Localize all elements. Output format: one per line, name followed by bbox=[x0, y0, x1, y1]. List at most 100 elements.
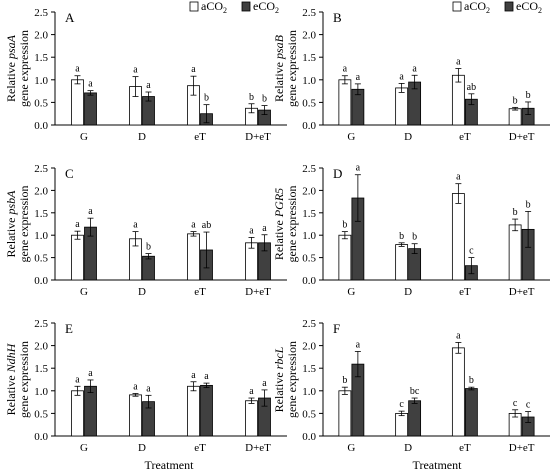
legend-swatch bbox=[504, 1, 514, 12]
significance-letter: a bbox=[146, 383, 151, 394]
significance-letter: b bbox=[513, 95, 518, 106]
x-tick-label: eT bbox=[459, 131, 471, 143]
x-tick-label: G bbox=[347, 131, 355, 143]
significance-letter: a bbox=[356, 339, 361, 350]
significance-letter: b bbox=[262, 94, 267, 105]
significance-letter: a bbox=[75, 64, 80, 75]
bar-aco2-d bbox=[129, 394, 142, 437]
significance-letter: ab bbox=[467, 82, 476, 93]
y-tick-label: 2.0 bbox=[302, 341, 316, 353]
y-tick-label: 0.5 bbox=[302, 253, 316, 265]
bar-eco2-g bbox=[84, 92, 97, 126]
y-tick-label: 1.0 bbox=[302, 75, 316, 87]
legend-label: aCO2 bbox=[464, 0, 490, 15]
significance-letter: a bbox=[343, 64, 348, 75]
significance-letter: b bbox=[342, 220, 347, 231]
bar-aco2-g bbox=[71, 79, 84, 126]
legend-swatch bbox=[452, 1, 462, 12]
y-tick-label: 1.5 bbox=[34, 52, 48, 64]
significance-letter: a bbox=[191, 64, 196, 75]
y-tick-label: 2.5 bbox=[34, 7, 48, 19]
y-axis-title-line2: gene expression bbox=[17, 186, 31, 263]
significance-letter: c bbox=[526, 400, 531, 411]
significance-letter: b bbox=[342, 375, 347, 386]
bar-aco2-g bbox=[338, 234, 352, 281]
significance-letter: a bbox=[456, 57, 461, 68]
significance-letter: a bbox=[88, 206, 93, 217]
x-axis-title-left: Treatment bbox=[145, 458, 195, 472]
x-tick-label: D+eT bbox=[245, 286, 271, 298]
y-tick-label: 1.0 bbox=[34, 386, 48, 398]
legend-swatch bbox=[189, 1, 199, 12]
significance-letter: a bbox=[249, 225, 254, 236]
significance-letter: b bbox=[249, 92, 254, 103]
y-tick-label: 0.5 bbox=[302, 97, 316, 109]
significance-letter: a bbox=[133, 65, 138, 76]
y-tick-label: 0.0 bbox=[34, 120, 48, 132]
bar-aco2-et bbox=[187, 233, 200, 281]
x-tick-label: eT bbox=[194, 442, 206, 454]
y-axis-title-line2: gene expression bbox=[17, 30, 31, 107]
x-tick-label: D bbox=[404, 442, 412, 454]
significance-letter: a bbox=[204, 371, 209, 382]
legend-label: aCO2 bbox=[201, 0, 227, 15]
significance-letter: a bbox=[75, 219, 80, 230]
significance-letter: b bbox=[399, 231, 404, 242]
significance-letter: b bbox=[146, 242, 151, 253]
y-axis-title-line2: gene expression bbox=[285, 30, 299, 107]
y-axis-title: Relative PGR5 bbox=[272, 188, 286, 260]
significance-letter: c bbox=[513, 398, 518, 409]
y-tick-label: 0.0 bbox=[302, 275, 316, 287]
significance-letter: a bbox=[249, 386, 254, 397]
y-tick-label: 0.0 bbox=[302, 120, 316, 132]
y-tick-label: 1.0 bbox=[302, 386, 316, 398]
y-axis-title: Relative psaA bbox=[4, 34, 18, 102]
y-tick-label: 1.5 bbox=[302, 363, 316, 375]
bar-aco2-et bbox=[451, 74, 465, 126]
x-tick-label: D+eT bbox=[245, 131, 271, 143]
y-tick-label: 0.5 bbox=[34, 408, 48, 420]
y-tick-label: 0.0 bbox=[34, 431, 48, 443]
significance-letter: ab bbox=[202, 220, 211, 231]
significance-letter: b bbox=[526, 90, 531, 101]
significance-letter: a bbox=[356, 72, 361, 83]
legend-swatch bbox=[241, 1, 251, 12]
panel-label: F bbox=[333, 321, 340, 336]
x-tick-label: D bbox=[404, 131, 412, 143]
x-tick-label: D+eT bbox=[509, 131, 535, 143]
significance-letter: b bbox=[412, 232, 417, 243]
panel-label: E bbox=[65, 321, 73, 336]
x-tick-label: D+eT bbox=[509, 286, 535, 298]
y-tick-label: 2.0 bbox=[302, 185, 316, 197]
x-tick-label: D bbox=[138, 131, 146, 143]
x-tick-label: eT bbox=[194, 286, 206, 298]
bar-eco2-g bbox=[84, 385, 97, 437]
significance-letter: a bbox=[191, 220, 196, 231]
y-tick-label: 1.5 bbox=[34, 208, 48, 220]
y-tick-label: 1.5 bbox=[34, 363, 48, 375]
bar-aco2-dpluset bbox=[245, 400, 258, 437]
x-tick-label: G bbox=[80, 131, 88, 143]
bar-aco2-g bbox=[71, 390, 84, 437]
y-tick-label: 2.0 bbox=[34, 185, 48, 197]
bar-eco2-d bbox=[142, 255, 155, 281]
y-tick-label: 1.0 bbox=[302, 230, 316, 242]
panel-label: C bbox=[65, 166, 74, 181]
x-tick-label: D bbox=[404, 286, 412, 298]
bar-aco2-g bbox=[338, 390, 352, 437]
bar-aco2-g bbox=[71, 234, 84, 281]
y-tick-label: 2.5 bbox=[34, 318, 48, 330]
x-tick-label: G bbox=[80, 442, 88, 454]
significance-letter: c bbox=[469, 246, 474, 257]
x-tick-label: G bbox=[80, 286, 88, 298]
y-tick-label: 1.0 bbox=[34, 230, 48, 242]
bar-aco2-d bbox=[395, 87, 409, 126]
x-tick-label: G bbox=[347, 286, 355, 298]
y-tick-label: 0.5 bbox=[34, 253, 48, 265]
bar-eco2-et bbox=[464, 388, 478, 437]
y-axis-title: Relative rbcL bbox=[272, 346, 286, 412]
